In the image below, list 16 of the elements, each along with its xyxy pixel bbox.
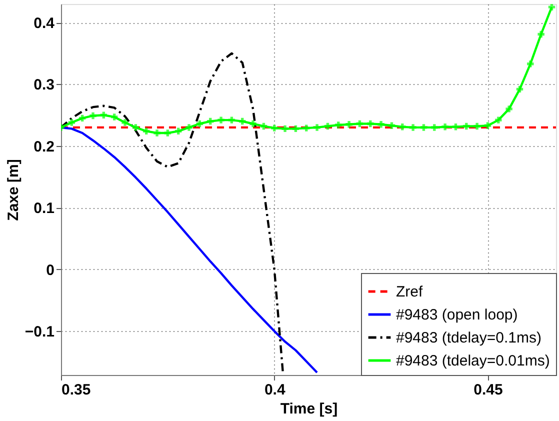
legend-label: Zref: [396, 284, 424, 300]
y-tick-label: 0.3: [34, 76, 54, 94]
legend-label: #9483 (tdelay=0.1ms): [396, 330, 542, 346]
x-tick-label: 0.35: [62, 382, 91, 398]
y-axis-title: Zaxe [m]: [4, 159, 22, 221]
y-tick-label: 0.4: [34, 15, 56, 32]
line-series: [61, 52, 284, 374]
y-tick-label: 0: [46, 262, 54, 279]
y-tick-label: −0.1: [24, 324, 54, 341]
legend-label: #9483 (tdelay=0.01ms): [396, 352, 550, 370]
x-tick-label: 0.4: [264, 382, 286, 398]
x-axis-title: Time [s]: [280, 400, 338, 418]
x-tick-label: 0.45: [474, 382, 503, 398]
y-tick-label: 0.2: [34, 138, 54, 156]
y-tick-label: 0.1: [34, 200, 54, 218]
legend-label: #9483 (open loop): [396, 306, 518, 324]
